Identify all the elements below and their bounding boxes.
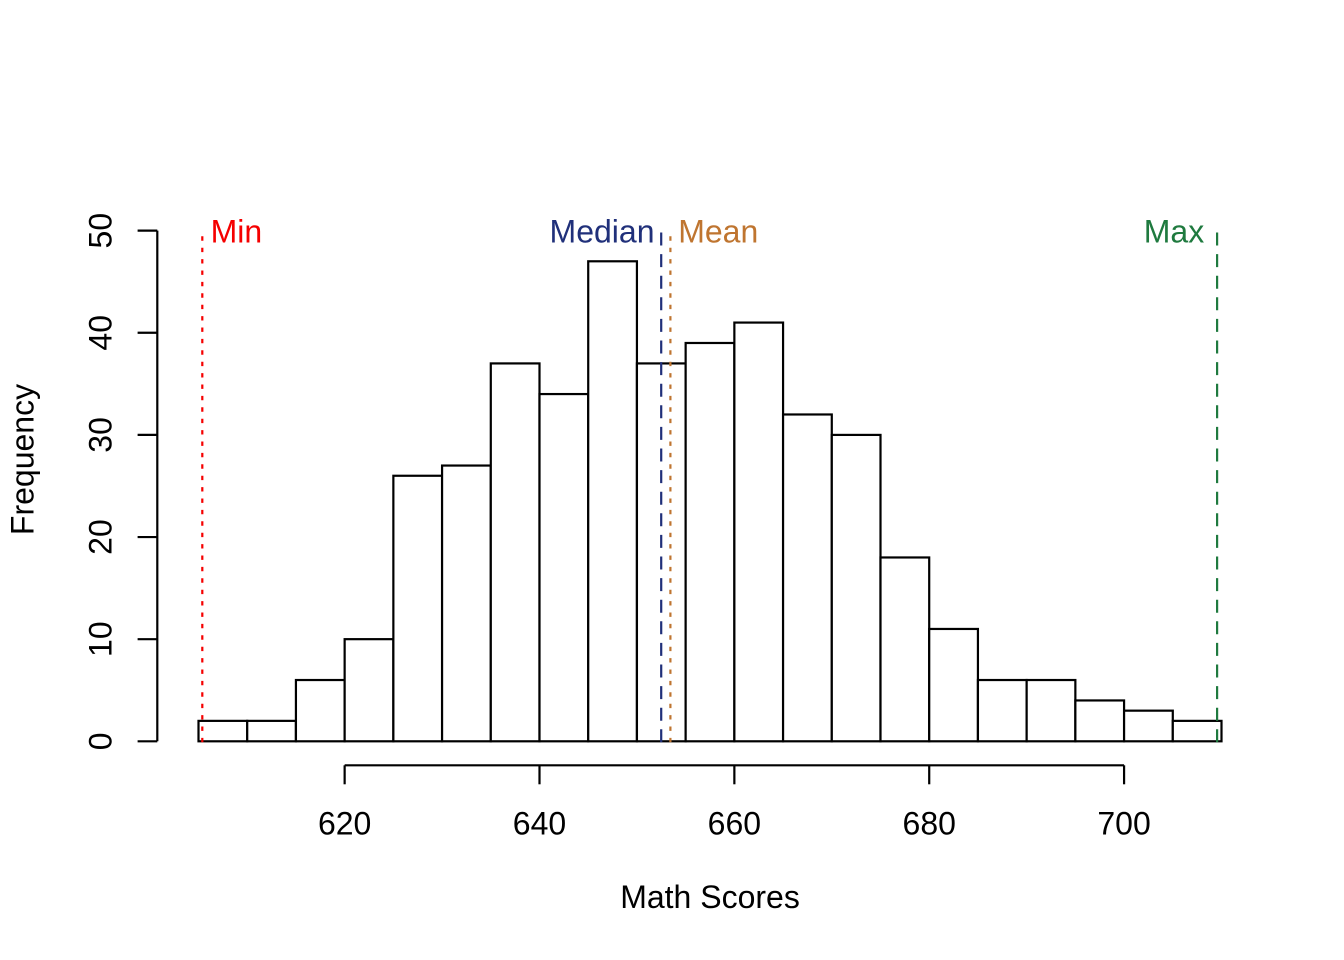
svg-text:700: 700 <box>1097 806 1150 842</box>
svg-text:20: 20 <box>82 519 118 555</box>
svg-text:30: 30 <box>82 417 118 453</box>
svg-text:660: 660 <box>708 806 761 842</box>
svg-text:0: 0 <box>82 732 118 750</box>
svg-text:Math Scores: Math Scores <box>620 879 800 915</box>
svg-text:50: 50 <box>82 213 118 249</box>
svg-text:Frequency: Frequency <box>5 384 41 535</box>
svg-text:640: 640 <box>513 806 566 842</box>
svg-text:40: 40 <box>82 315 118 351</box>
svg-text:Min: Min <box>211 214 263 250</box>
svg-text:680: 680 <box>903 806 956 842</box>
svg-text:10: 10 <box>82 621 118 657</box>
svg-text:Mean: Mean <box>678 214 758 250</box>
svg-text:620: 620 <box>318 806 371 842</box>
svg-text:Median: Median <box>550 214 655 250</box>
svg-text:Max: Max <box>1144 214 1204 250</box>
